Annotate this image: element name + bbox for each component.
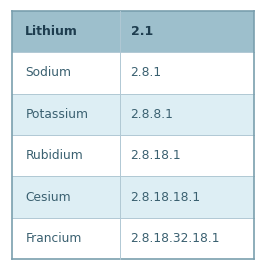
Text: Sodium: Sodium	[25, 66, 71, 79]
Bar	[120, 52, 254, 94]
Bar	[120, 135, 254, 176]
Bar	[12, 218, 120, 259]
Text: Cesium: Cesium	[25, 191, 71, 204]
Text: 2.8.18.1: 2.8.18.1	[131, 149, 181, 162]
Text: 2.8.18.32.18.1: 2.8.18.32.18.1	[131, 232, 220, 245]
Bar	[120, 218, 254, 259]
Text: 2.8.18.18.1: 2.8.18.18.1	[131, 191, 201, 204]
Bar	[12, 135, 120, 176]
Bar	[12, 11, 120, 52]
Text: Francium: Francium	[25, 232, 82, 245]
Text: 2.1: 2.1	[131, 25, 153, 38]
Bar	[12, 176, 120, 218]
Bar	[120, 94, 254, 135]
Text: 2.8.1: 2.8.1	[131, 66, 162, 79]
Bar	[12, 52, 120, 94]
Bar	[120, 176, 254, 218]
Bar	[120, 11, 254, 52]
Text: Rubidium: Rubidium	[25, 149, 83, 162]
Bar	[12, 94, 120, 135]
Text: Lithium: Lithium	[25, 25, 78, 38]
Text: 2.8.8.1: 2.8.8.1	[131, 108, 173, 121]
Text: Potassium: Potassium	[25, 108, 88, 121]
